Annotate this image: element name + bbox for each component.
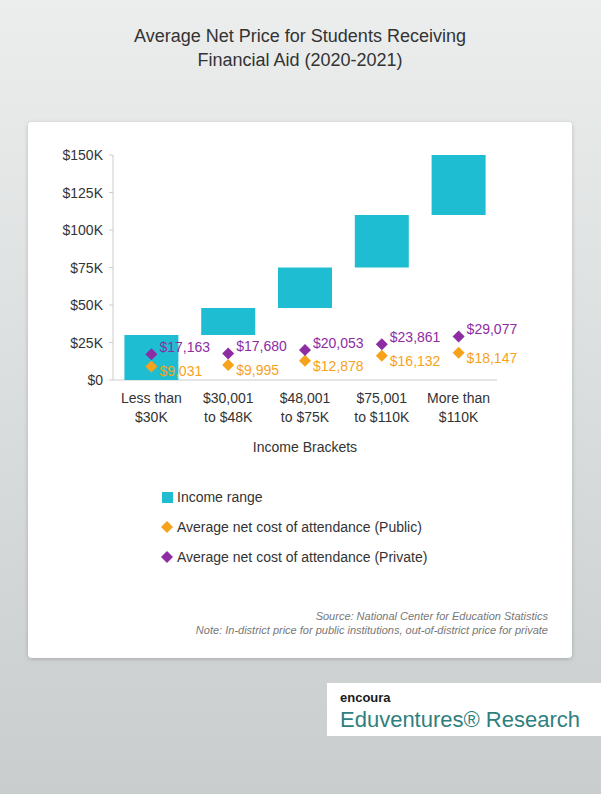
y-tick <box>109 380 113 381</box>
y-tick <box>109 230 113 231</box>
text-line: $30,001 <box>203 390 254 406</box>
text-line: to $75K <box>281 409 330 425</box>
annotation: Note: In-district price for public insti… <box>196 624 548 636</box>
y-tick-label: $125K <box>63 185 104 201</box>
x-tick-label: $30,001 to $48K <box>203 390 254 425</box>
data-label: $17,680 <box>236 338 287 354</box>
text-line: $30K <box>135 409 168 425</box>
y-tick <box>109 305 113 306</box>
data-labels: $9,031 $9,995 $12,878 $16,132 $18,147 $17,163… <box>159 321 517 379</box>
bar <box>278 268 332 308</box>
text-line: Average Net Price for Students Receiving <box>134 26 466 46</box>
title: Average Net Price for Students Receiving… <box>134 26 466 70</box>
legend-label: Average net cost of attendance (Private) <box>177 549 427 565</box>
data-label: $20,053 <box>313 335 364 351</box>
y-tick <box>109 342 113 343</box>
y-tick <box>109 155 113 156</box>
data-label: $18,147 <box>467 350 518 366</box>
data-label: $9,995 <box>236 362 279 378</box>
y-tick-label: $50K <box>70 297 103 313</box>
point <box>222 359 234 371</box>
data-label: $23,861 <box>390 329 441 345</box>
text-line: Financial Aid (2020-2021) <box>197 50 402 70</box>
legend-label: Income range <box>177 489 263 505</box>
text-line: $48,001 <box>280 390 331 406</box>
x-axis-label: Income Brackets <box>253 439 357 455</box>
legend-label: Average net cost of attendance (Public) <box>177 519 422 535</box>
text-line: to $110K <box>354 409 410 425</box>
y-tick-label: $75K <box>70 260 103 276</box>
brand-name: Eduventures® Research <box>340 707 580 732</box>
y-tick-label: $100K <box>63 222 104 238</box>
x-tick-label: $48,001 to $75K <box>280 390 331 425</box>
point <box>376 350 388 362</box>
legend-swatch <box>161 521 173 533</box>
text-line: Less than <box>121 390 182 406</box>
marks <box>124 155 485 380</box>
chart: Average Net Price for Students Receiving… <box>0 0 601 794</box>
x-tick-label: Less than $30K <box>121 390 182 425</box>
point <box>453 330 465 342</box>
legend-swatch <box>161 551 173 563</box>
point <box>453 347 465 359</box>
data-label: $17,163 <box>159 339 210 355</box>
y-tick <box>109 192 113 193</box>
text-line: to $48K <box>204 409 253 425</box>
text-line: More than <box>427 390 490 406</box>
point <box>299 355 311 367</box>
bar <box>201 308 255 335</box>
data-label: $16,132 <box>390 353 441 369</box>
y-tick <box>109 267 113 268</box>
annotation: Source: National Center for Education St… <box>316 610 549 622</box>
y-tick-label: $150K <box>63 147 104 163</box>
point <box>376 338 388 350</box>
bar <box>432 155 486 215</box>
bar <box>355 215 409 267</box>
data-label: $29,077 <box>467 321 518 337</box>
y-tick-label: $0 <box>87 372 103 388</box>
brand-box <box>327 683 601 736</box>
y-tick-label: $25K <box>70 335 103 351</box>
text-line: $75,001 <box>356 390 407 406</box>
data-label: $12,878 <box>313 358 364 374</box>
data-label: $9,031 <box>159 363 202 379</box>
brand-logo: encoura <box>340 690 391 705</box>
point <box>299 344 311 356</box>
card <box>28 122 572 658</box>
x-tick-label: $75,001 to $110K <box>354 390 410 425</box>
point <box>145 360 157 372</box>
text-line: $110K <box>439 409 479 425</box>
x-tick-label: More than $110K <box>427 390 490 425</box>
legend-swatch <box>162 492 173 503</box>
point <box>222 347 234 359</box>
point <box>145 348 157 360</box>
